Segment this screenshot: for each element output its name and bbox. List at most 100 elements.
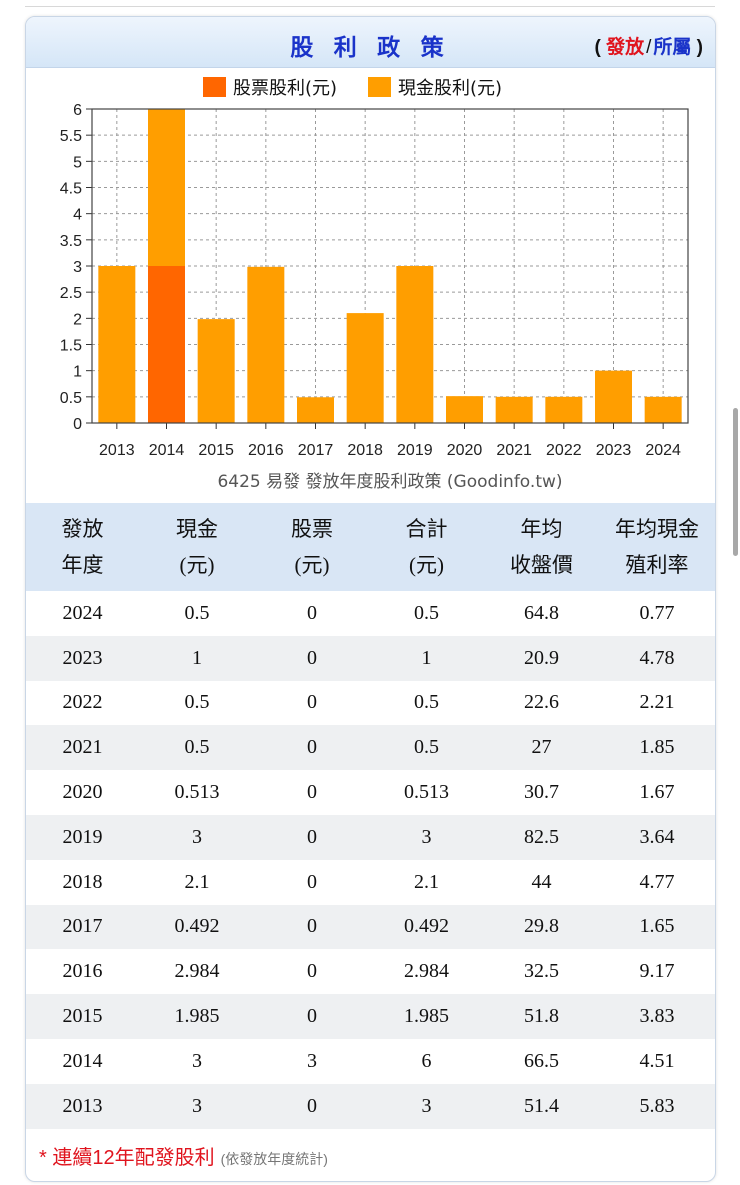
table-cell: 0 (255, 1083, 369, 1129)
table-cell: 0.492 (369, 904, 484, 950)
bar-cash-2020 (446, 396, 483, 423)
table-cell: 0 (255, 994, 369, 1039)
x-tick-label: 2017 (298, 442, 334, 459)
table-body: 2024 0.5 0 0.5 64.8 0.77 2023 1 0 1 20.9 4.78 2022 0.… (26, 591, 715, 1129)
table-cell: 1 (139, 635, 255, 681)
table-row: 2023 1 0 1 20.9 4.78 (26, 635, 715, 681)
chart-caption: 6425 易發 發放年度股利政策 (Goodinfo.tw) (217, 472, 562, 492)
x-tick-label: 2022 (546, 442, 582, 459)
table-row: 2016 2.984 0 2.984 32.5 9.17 (26, 949, 715, 994)
table-cell: 3 (369, 1083, 484, 1129)
table-cell: 2.21 (639, 691, 675, 714)
table-cell: 0 (307, 601, 317, 624)
y-tick-label: 3.5 (60, 233, 82, 250)
table-cell: 2024 (62, 601, 103, 624)
column-header-line2: (元) (409, 553, 444, 577)
bar-cash-2015 (197, 319, 235, 423)
table-cell: 30.7 (524, 781, 559, 804)
column-header: 現金 (元) (139, 503, 255, 591)
table-cell: 0.5 (184, 601, 210, 624)
table-cell: 1.985 (139, 994, 255, 1039)
bar-cash-2021 (495, 396, 533, 423)
table-cell: 82.5 (484, 814, 599, 860)
table-row: 2015 1.985 0 1.985 51.8 3.83 (26, 994, 715, 1039)
bar-cash-2019 (396, 266, 434, 423)
bar-cash-2023 (595, 370, 632, 423)
y-tick-label: 6 (73, 102, 82, 119)
table-cell: 1.85 (599, 725, 715, 771)
table-cell: 2015 (26, 994, 139, 1039)
table-cell: 2014 (62, 1049, 103, 1072)
y-tick-label: 3 (73, 259, 82, 276)
column-header: 發放 年度 (26, 503, 139, 591)
column-header-line2: 年度 (61, 553, 104, 577)
table-row: 2014 3 3 6 66.5 4.51 (26, 1039, 715, 1084)
y-tick-label: 4 (73, 207, 82, 224)
table-cell: 2018 (62, 870, 103, 893)
footnote: * 連續12年配發股利 (依發放年度統計) (39, 1141, 328, 1170)
table-cell: 2017 (26, 904, 139, 950)
table-cell: 6 (421, 1049, 432, 1072)
x-tick-label: 2016 (248, 442, 284, 459)
y-tick-label: 5.5 (60, 128, 82, 145)
column-header: 年均現金 殖利率 (599, 503, 715, 591)
table-cell: 1.67 (639, 781, 675, 804)
table-cell: 0.5 (414, 691, 439, 714)
x-tick-label: 2013 (99, 442, 135, 459)
x-tick-label: 2014 (149, 442, 185, 459)
belong-year-link[interactable]: 所屬 (653, 37, 692, 58)
table-cell: 1.65 (599, 904, 715, 950)
table-row: 2022 0.5 0 0.5 22.6 2.21 (26, 681, 715, 726)
page-scrollbar[interactable] (733, 408, 738, 556)
bar-cash-2014 (148, 109, 185, 266)
column-header: 股票 (元) (255, 503, 369, 591)
column-header-line1: 年均 (520, 517, 563, 541)
slash-separator: / (646, 37, 652, 58)
table-cell: 27 (484, 725, 599, 771)
table-cell: 3 (307, 1049, 317, 1072)
column-header-line2: (元) (179, 553, 215, 577)
x-tick-label: 2023 (596, 442, 632, 459)
table-cell: 2016 (62, 960, 103, 983)
table-row: 2024 0.5 0 0.5 64.8 0.77 (26, 591, 715, 636)
table-cell: 0 (307, 870, 317, 893)
dividend-policy-panel: 股 利 政 策 ( 發放 / 所屬 ) 0 0.5 1 1.5 2 2.5 3 3.5 4 4.5 5 5… (25, 16, 716, 1182)
table-cell: 1 (369, 635, 484, 681)
dividend-chart: 0 0.5 1 1.5 2 2.5 3 3.5 4 4.5 5 5.5 6 2013 2014 2015 201… (60, 77, 689, 492)
table-cell: 3 (139, 814, 255, 860)
table-cell: 1.985 (369, 994, 484, 1039)
table-row: 2013 3 0 3 51.4 5.83 (26, 1083, 715, 1129)
dividend-table: 發放 年度 現金 (元) 股票 (元) 合計 (元) 年均 收盤價 年均現金 殖利率 2024 0.5 0… (26, 503, 715, 1129)
table-cell: 22.6 (524, 691, 559, 714)
bar-cash-2017 (297, 397, 334, 423)
table-cell: 2.984 (174, 960, 220, 983)
table-cell: 2.1 (184, 870, 210, 893)
footnote-text: * 連續12年配發股利 (39, 1147, 215, 1169)
table-cell: 4.78 (599, 635, 715, 681)
x-tick-label: 2019 (397, 442, 433, 459)
table-row: 2018 2.1 0 2.1 44 4.77 (26, 860, 715, 905)
table-row: 2020 0.513 0 0.513 30.7 1.67 (26, 770, 715, 815)
table-cell: 64.8 (524, 601, 559, 624)
table-cell: 2021 (26, 725, 139, 771)
x-tick-label: 2021 (496, 442, 532, 459)
legend-swatch (368, 77, 391, 97)
column-header-line1: 合計 (405, 517, 448, 541)
panel-header: 股 利 政 策 ( 發放 / 所屬 ) (26, 17, 715, 68)
column-header-line2: (元) (294, 553, 330, 577)
x-tick-label: 2020 (447, 442, 483, 459)
table-cell: 0.5 (414, 601, 439, 624)
bar-cash-2018 (346, 313, 384, 423)
column-header-line1: 發放 (61, 517, 104, 541)
bar-cash-2013 (98, 266, 136, 423)
table-cell: 0.513 (404, 781, 449, 804)
table-cell: 20.9 (484, 635, 599, 681)
y-tick-label: 0 (73, 416, 82, 433)
table-cell: 0 (307, 960, 317, 983)
column-header-line1: 現金 (176, 517, 218, 541)
y-tick-label: 2.5 (60, 285, 82, 302)
x-tick-label: 2015 (198, 442, 234, 459)
issue-year-link[interactable]: 發放 (606, 37, 645, 58)
table-header-row: 發放 年度 現金 (元) 股票 (元) 合計 (元) 年均 收盤價 年均現金 殖利率 (26, 503, 715, 591)
bar-stock-2014 (148, 266, 185, 423)
